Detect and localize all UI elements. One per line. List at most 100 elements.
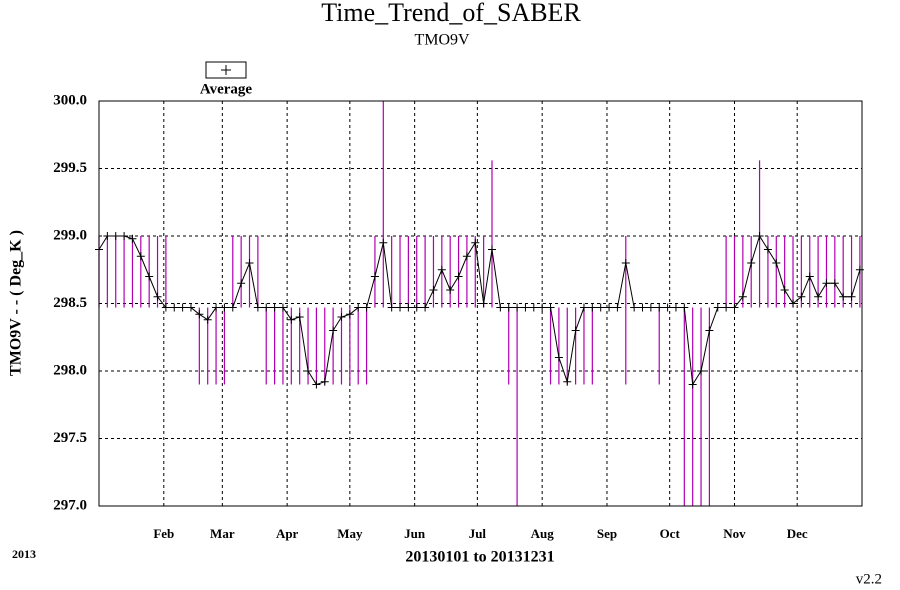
point-marker [245, 259, 254, 267]
point-marker [554, 353, 563, 362]
point-marker [312, 380, 321, 389]
legend-marker [221, 65, 231, 75]
y-tick-label: 300.0 [53, 92, 87, 108]
point-marker [203, 315, 212, 324]
point-marker [797, 292, 806, 301]
point-marker [462, 252, 471, 261]
point-marker [722, 303, 731, 312]
point-marker [270, 303, 279, 312]
point-marker [120, 232, 129, 240]
point-marker [855, 265, 864, 274]
point-marker [178, 303, 187, 312]
point-marker [646, 303, 655, 312]
point-marker [370, 272, 379, 281]
point-marker [680, 303, 689, 312]
point-marker [304, 367, 313, 375]
point-marker [161, 303, 170, 312]
point-marker [538, 303, 547, 312]
point-marker [487, 245, 496, 254]
point-marker [128, 234, 137, 243]
point-marker [379, 238, 388, 247]
point-marker [730, 303, 739, 312]
x-tick-label: Dec [787, 526, 808, 541]
point-marker [320, 377, 329, 386]
point-marker [345, 310, 354, 319]
point-marker [830, 279, 839, 288]
x-tick-label: Nov [723, 526, 746, 541]
point-marker [212, 303, 221, 312]
point-marker [546, 303, 555, 312]
point-marker [738, 292, 747, 301]
chart-subtitle: TMO9V [414, 32, 470, 49]
point-marker [705, 326, 714, 335]
point-marker [195, 310, 204, 319]
point-marker [814, 292, 823, 301]
version: v2.2 [856, 571, 882, 587]
point-marker [563, 377, 572, 386]
point-marker [362, 303, 371, 312]
x-tick-label: Oct [660, 526, 681, 541]
point-marker [429, 286, 438, 294]
x-axis-label: 20130101 to 20131231 [405, 549, 554, 566]
point-marker [663, 303, 672, 312]
y-axis-label: TMO9V - - ( Deg_K ) [8, 230, 25, 376]
plot-area [95, 100, 864, 507]
point-marker [588, 303, 597, 312]
point-marker [170, 303, 179, 312]
point-marker [630, 303, 639, 312]
chart-title: Time_Trend_of_SABER [321, 0, 581, 27]
point-marker [329, 326, 338, 335]
y-tick-label: 297.5 [53, 430, 87, 446]
point-marker [295, 313, 304, 321]
point-marker [136, 252, 145, 261]
point-marker [145, 272, 154, 281]
point-marker [613, 303, 622, 312]
point-marker [404, 303, 413, 312]
point-marker [471, 238, 480, 247]
x-tick-label: Jun [404, 526, 426, 541]
point-marker [621, 259, 630, 267]
point-marker [655, 303, 664, 312]
point-marker [747, 259, 756, 267]
x-tick-label: Sep [597, 526, 617, 541]
point-marker [847, 292, 856, 301]
point-marker [513, 303, 522, 312]
point-marker [772, 259, 781, 267]
point-marker [287, 315, 296, 324]
point-marker [839, 292, 848, 301]
y-tick-label: 297.0 [53, 497, 87, 513]
point-marker [387, 303, 396, 312]
y-tick-label: 299.0 [53, 227, 87, 243]
point-marker [789, 299, 798, 308]
x-tick-label: Aug [531, 526, 555, 541]
legend-label: Average [200, 81, 253, 97]
y-tick-label: 298.5 [53, 295, 87, 311]
point-marker [337, 313, 346, 321]
point-marker [153, 292, 162, 301]
point-marker [412, 303, 421, 312]
x-tick-label: Jul [469, 526, 487, 541]
point-marker [396, 303, 405, 312]
point-marker [780, 286, 789, 294]
x-tick-label: Feb [153, 526, 174, 541]
point-marker [111, 232, 120, 240]
point-marker [228, 303, 237, 312]
point-marker [446, 286, 455, 294]
point-marker [688, 380, 697, 389]
y-tick-label: 298.0 [53, 362, 87, 378]
legend-box [205, 61, 247, 79]
point-marker [504, 303, 513, 312]
point-marker [496, 303, 505, 312]
x-tick-label: Apr [276, 526, 299, 541]
point-marker [454, 272, 463, 281]
point-marker [479, 299, 488, 308]
point-marker [354, 303, 363, 312]
point-marker [605, 303, 614, 312]
point-marker [579, 303, 588, 312]
point-marker [186, 303, 195, 312]
point-marker [713, 303, 722, 312]
point-marker [437, 265, 446, 274]
point-marker [103, 232, 112, 240]
point-marker [755, 232, 764, 240]
